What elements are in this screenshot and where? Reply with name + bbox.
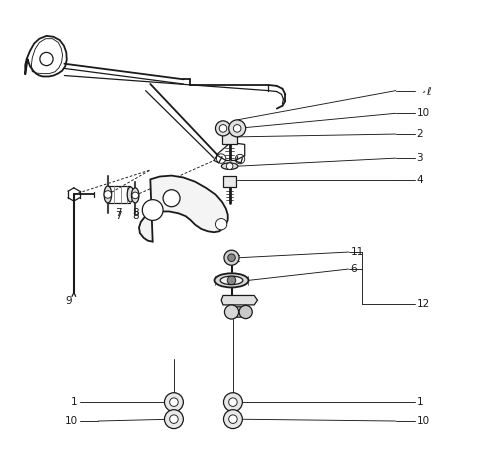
- Circle shape: [224, 393, 242, 412]
- Circle shape: [169, 415, 178, 423]
- Text: 11: 11: [350, 247, 364, 257]
- Circle shape: [239, 305, 252, 319]
- Text: $\mathit{\ell}$: $\mathit{\ell}$: [426, 84, 432, 97]
- Text: 1: 1: [417, 397, 423, 407]
- Circle shape: [226, 163, 233, 169]
- Text: 4: 4: [417, 175, 423, 185]
- Circle shape: [104, 191, 112, 198]
- Circle shape: [224, 250, 239, 265]
- Circle shape: [228, 254, 235, 261]
- Ellipse shape: [215, 273, 249, 287]
- Text: 10: 10: [417, 416, 430, 426]
- Text: 2: 2: [417, 129, 423, 139]
- Text: 8: 8: [132, 208, 139, 219]
- Circle shape: [163, 190, 180, 207]
- Text: 10: 10: [64, 416, 78, 426]
- Text: 8: 8: [132, 211, 139, 221]
- Circle shape: [132, 192, 139, 199]
- Circle shape: [224, 410, 242, 429]
- Polygon shape: [139, 176, 228, 242]
- Circle shape: [165, 410, 183, 429]
- Text: 7: 7: [115, 208, 121, 219]
- Circle shape: [233, 125, 241, 132]
- Text: 10: 10: [417, 108, 430, 118]
- Circle shape: [228, 398, 237, 406]
- Circle shape: [216, 219, 227, 230]
- Polygon shape: [221, 295, 257, 305]
- Circle shape: [225, 305, 239, 319]
- Circle shape: [228, 120, 246, 137]
- Ellipse shape: [226, 307, 251, 317]
- Ellipse shape: [132, 188, 139, 203]
- Circle shape: [227, 276, 236, 285]
- Circle shape: [216, 121, 230, 136]
- Text: 3: 3: [417, 153, 423, 163]
- Circle shape: [228, 415, 237, 423]
- Text: 1: 1: [71, 397, 78, 407]
- Ellipse shape: [221, 163, 238, 169]
- Circle shape: [169, 398, 178, 406]
- Circle shape: [219, 125, 227, 132]
- Circle shape: [165, 393, 183, 412]
- Ellipse shape: [104, 186, 112, 203]
- Text: 9: 9: [65, 296, 72, 306]
- Ellipse shape: [127, 187, 134, 202]
- Circle shape: [142, 200, 163, 220]
- Ellipse shape: [220, 276, 243, 285]
- FancyBboxPatch shape: [223, 176, 236, 187]
- Text: 6: 6: [350, 264, 357, 274]
- Text: 7: 7: [115, 211, 121, 221]
- FancyBboxPatch shape: [222, 131, 237, 144]
- Text: 12: 12: [417, 299, 430, 309]
